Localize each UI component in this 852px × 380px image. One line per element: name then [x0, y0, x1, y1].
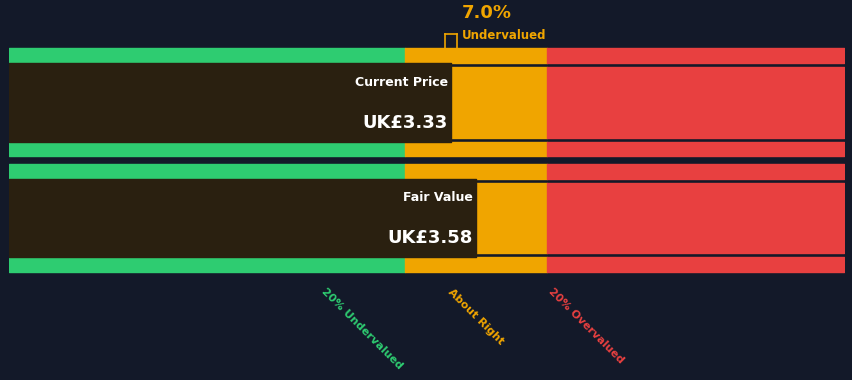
Text: 20% Undervalued: 20% Undervalued: [320, 287, 405, 372]
Text: About Right: About Right: [446, 287, 505, 347]
Text: Undervalued: Undervalued: [462, 29, 546, 42]
Text: Current Price: Current Price: [354, 76, 447, 89]
Text: UK£3.58: UK£3.58: [387, 230, 472, 247]
Text: 20% Overvalued: 20% Overvalued: [546, 287, 625, 366]
Text: Fair Value: Fair Value: [402, 191, 472, 204]
Text: 7.0%: 7.0%: [462, 4, 511, 22]
Text: UK£3.33: UK£3.33: [362, 114, 447, 132]
